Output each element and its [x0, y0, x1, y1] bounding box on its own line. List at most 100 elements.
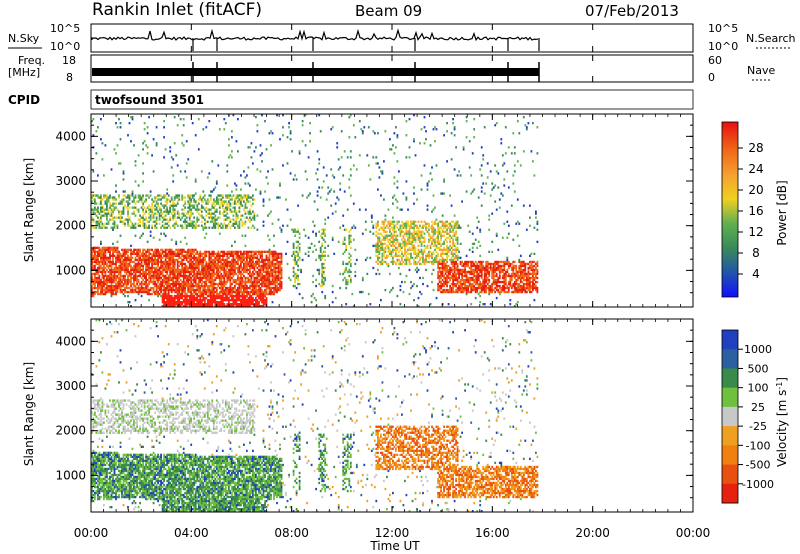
power-cell — [434, 242, 436, 246]
power-cell — [435, 258, 438, 262]
power-cell — [218, 206, 221, 209]
power-cell — [228, 260, 230, 264]
power-cell — [229, 286, 232, 290]
power-cell — [145, 274, 147, 278]
power-cell — [167, 268, 170, 272]
power-cell — [298, 150, 301, 153]
power-cell — [188, 284, 191, 288]
power-cell — [247, 196, 250, 199]
power-cell — [148, 216, 150, 219]
power-cell — [261, 280, 263, 284]
power-cell — [441, 290, 444, 294]
power-cell — [169, 276, 172, 280]
power-cell — [179, 262, 182, 266]
power-cell — [223, 280, 226, 284]
power-cell — [118, 260, 120, 264]
power-cell — [181, 282, 184, 286]
power-cell — [110, 280, 113, 284]
power-cell — [146, 284, 149, 288]
power-cell — [115, 198, 117, 201]
power-cell — [343, 268, 346, 272]
power-cell — [148, 254, 150, 258]
power-cell — [163, 210, 165, 213]
power-cell — [384, 230, 387, 233]
power-cell — [237, 305, 239, 307]
power-cell — [215, 270, 218, 274]
power-cell — [200, 301, 203, 304]
power-cell — [408, 240, 411, 244]
power-cell — [443, 266, 445, 270]
power-cell — [188, 256, 191, 260]
power-cell — [249, 254, 251, 258]
power-cell — [173, 266, 176, 270]
power-cell — [443, 252, 445, 256]
power-cell — [372, 232, 375, 235]
power-cell — [413, 228, 415, 231]
power-cell — [106, 206, 108, 209]
power-cell — [103, 282, 105, 286]
power-cell — [431, 210, 433, 213]
power-cell — [408, 260, 411, 264]
power-cell — [95, 222, 98, 225]
power-cell — [252, 290, 254, 294]
power-cell — [438, 228, 441, 231]
power-cell — [232, 210, 235, 213]
power-cell — [441, 262, 444, 266]
power-cell — [261, 276, 263, 280]
power-cell — [127, 256, 129, 260]
power-cell — [119, 272, 122, 276]
power-cell — [232, 270, 235, 274]
power-cell — [163, 204, 165, 207]
power-cell — [425, 254, 427, 258]
power-cell — [309, 246, 311, 250]
power-cell — [142, 196, 144, 199]
power-cell — [104, 288, 107, 292]
power-cell — [137, 194, 140, 197]
power-cell — [244, 182, 247, 185]
power-cell — [223, 299, 226, 302]
power-cell — [243, 294, 245, 298]
power-cell — [259, 270, 262, 274]
power-cell — [140, 284, 143, 288]
power-cell — [443, 226, 445, 229]
power-cell — [444, 278, 447, 282]
power-cell — [131, 290, 134, 294]
power-cell — [261, 292, 263, 296]
power-cell — [148, 196, 150, 199]
power-cell — [234, 264, 236, 268]
power-cell — [298, 246, 301, 250]
power-cell — [410, 254, 412, 258]
power-cell — [370, 214, 373, 217]
power-cell — [188, 274, 191, 278]
power-cell — [104, 270, 107, 274]
power-cell — [212, 299, 215, 302]
power-cell — [184, 276, 187, 280]
power-cell — [348, 236, 351, 239]
power-cell — [100, 278, 102, 282]
power-cell — [384, 234, 387, 237]
power-cell — [178, 212, 181, 215]
power-cell — [214, 258, 217, 262]
power-cell — [167, 299, 170, 302]
power-cell — [199, 305, 202, 307]
power-cell — [229, 226, 232, 229]
power-cell — [238, 220, 241, 223]
power-cell — [178, 296, 181, 300]
power-cell — [277, 252, 280, 256]
nsearch-ytick-top: 10^5 — [708, 22, 738, 35]
power-cell — [142, 232, 144, 235]
power-cell — [172, 284, 175, 288]
power-cell — [142, 254, 144, 258]
power-cell — [401, 230, 403, 233]
power-cell — [149, 276, 152, 280]
power-cell — [265, 274, 268, 278]
power-cell — [175, 248, 178, 252]
power-cell — [223, 282, 226, 286]
power-cell — [167, 256, 170, 260]
power-cell — [398, 244, 400, 248]
power-cell — [121, 248, 123, 252]
power-cell — [240, 276, 242, 280]
power-cell — [128, 216, 131, 219]
power-cell — [215, 292, 218, 296]
power-cell — [419, 276, 421, 280]
